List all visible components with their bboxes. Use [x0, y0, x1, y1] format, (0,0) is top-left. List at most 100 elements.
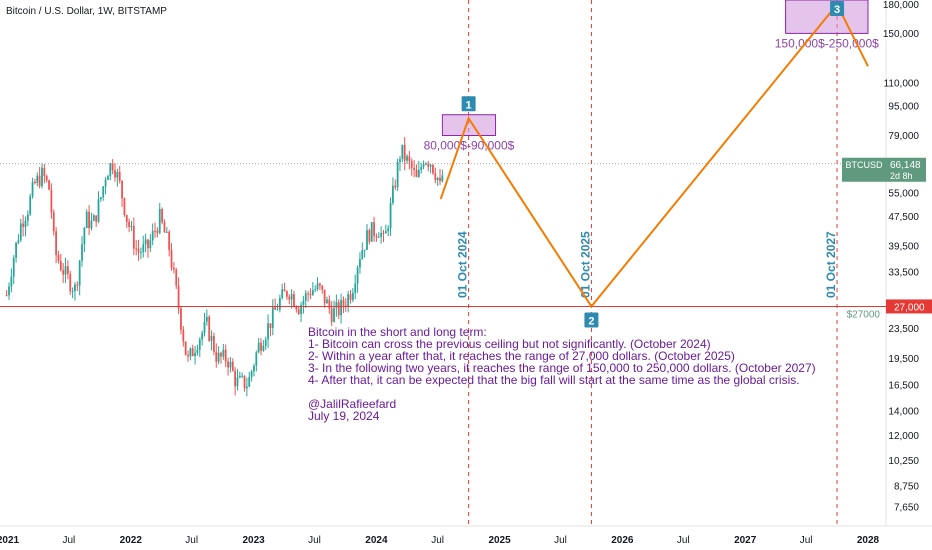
candle-body — [288, 296, 291, 300]
candle-body — [323, 289, 326, 304]
y-tick-label: 14,000 — [888, 407, 919, 418]
x-tick-label: 2025 — [488, 535, 511, 546]
candle-body — [189, 348, 192, 357]
marker-badge — [461, 96, 476, 112]
candle-body — [293, 294, 295, 307]
candle-body — [121, 180, 123, 199]
candle-body — [392, 185, 394, 203]
candle-body — [236, 377, 239, 387]
candle-body — [76, 284, 79, 286]
vertical-date-label-group: 01 Oct 2025 — [578, 231, 592, 298]
candle-body — [441, 175, 444, 182]
candle-body — [45, 175, 48, 181]
candle-body — [231, 361, 234, 371]
candle-body — [151, 230, 154, 241]
candle-body — [111, 163, 114, 171]
candle-body — [10, 276, 13, 287]
candle-body — [187, 354, 189, 357]
candle-body — [330, 308, 333, 322]
x-tick-label: 2023 — [242, 535, 265, 546]
candle-body — [241, 375, 244, 377]
candle-body — [410, 161, 413, 168]
candle-body — [243, 375, 246, 389]
x-tick-label: 2027 — [734, 535, 757, 546]
candle-body — [175, 269, 178, 286]
candle-body — [213, 335, 215, 352]
candle-body — [107, 176, 109, 181]
candle-body — [41, 167, 43, 187]
projection-line — [439, 2, 869, 309]
y-tick-label: 10,250 — [888, 456, 919, 467]
candle-body — [52, 212, 55, 232]
note-line: 3- In the following two years, it reache… — [308, 361, 816, 375]
candle-body — [102, 186, 105, 198]
analysis-note: Bitcoin in the short and long term:1- Bi… — [308, 325, 816, 423]
candle-body — [191, 348, 194, 357]
candle-body — [59, 260, 62, 271]
candle-body — [81, 244, 83, 261]
target-zone-label: 80,000$-90,000$ — [424, 138, 515, 152]
candle-body — [83, 227, 86, 245]
note-line: 2- Within a year after that, it reaches … — [308, 349, 735, 363]
candle-body — [429, 164, 432, 167]
candle-body — [382, 232, 385, 234]
target-zone-label: 150,000$-250,000$ — [775, 36, 879, 50]
candle-body — [361, 250, 364, 259]
candle-body — [19, 223, 22, 241]
candle-body — [401, 144, 404, 159]
candle-body — [50, 189, 53, 213]
candle-body — [196, 349, 199, 353]
candle-body — [15, 242, 17, 258]
candle-body — [349, 294, 352, 300]
candle-body — [78, 260, 81, 286]
candle-body — [154, 230, 156, 232]
candle-body — [253, 365, 255, 372]
note-line: @JalilRafieefard — [308, 397, 396, 411]
candle-body — [262, 345, 265, 351]
candle-body — [377, 236, 380, 238]
candle-body — [328, 299, 331, 309]
candle-body — [427, 163, 430, 167]
y-tick-label: 12,000 — [888, 431, 919, 442]
target-zone — [441, 114, 497, 136]
candle-body — [135, 248, 138, 250]
candle-body — [109, 163, 112, 177]
candle-body — [147, 239, 149, 249]
y-tick-label: 150,000 — [883, 29, 920, 40]
candle-body — [342, 300, 345, 306]
candle-body — [406, 156, 408, 161]
candle-body — [335, 302, 338, 308]
marker-badge — [830, 1, 845, 16]
candle-body — [90, 220, 93, 229]
x-tick-label: Jul — [63, 535, 76, 546]
candle-body — [380, 232, 383, 237]
y-tick-label: 8,750 — [894, 481, 919, 492]
candle-body — [172, 267, 175, 270]
candle-body — [245, 386, 248, 389]
candle-body — [66, 266, 69, 274]
candle-body — [319, 283, 321, 286]
candle-body — [71, 291, 74, 293]
candle-body — [333, 307, 335, 322]
candle-body — [194, 352, 196, 357]
candle-body — [359, 258, 361, 268]
candle-body — [396, 161, 399, 188]
vertical-date-label-group: 01 Oct 2024 — [456, 231, 470, 298]
candle-body — [116, 171, 119, 178]
candle-body — [300, 304, 302, 315]
candle-body — [229, 361, 232, 368]
candle-body — [34, 181, 36, 183]
vertical-date-label: 01 Oct 2024 — [456, 231, 470, 298]
candle-body — [201, 332, 204, 340]
candle-body — [311, 290, 314, 295]
candle-body — [422, 163, 425, 167]
candle-body — [12, 257, 15, 277]
candle-body — [269, 323, 272, 328]
note-line: July 19, 2024 — [308, 409, 380, 423]
candle-body — [26, 214, 29, 221]
current-price-value: 66,148 — [890, 160, 921, 171]
candle-body — [208, 316, 211, 341]
candle-body — [22, 223, 25, 227]
candle-body — [210, 335, 213, 341]
candle-body — [363, 249, 366, 251]
